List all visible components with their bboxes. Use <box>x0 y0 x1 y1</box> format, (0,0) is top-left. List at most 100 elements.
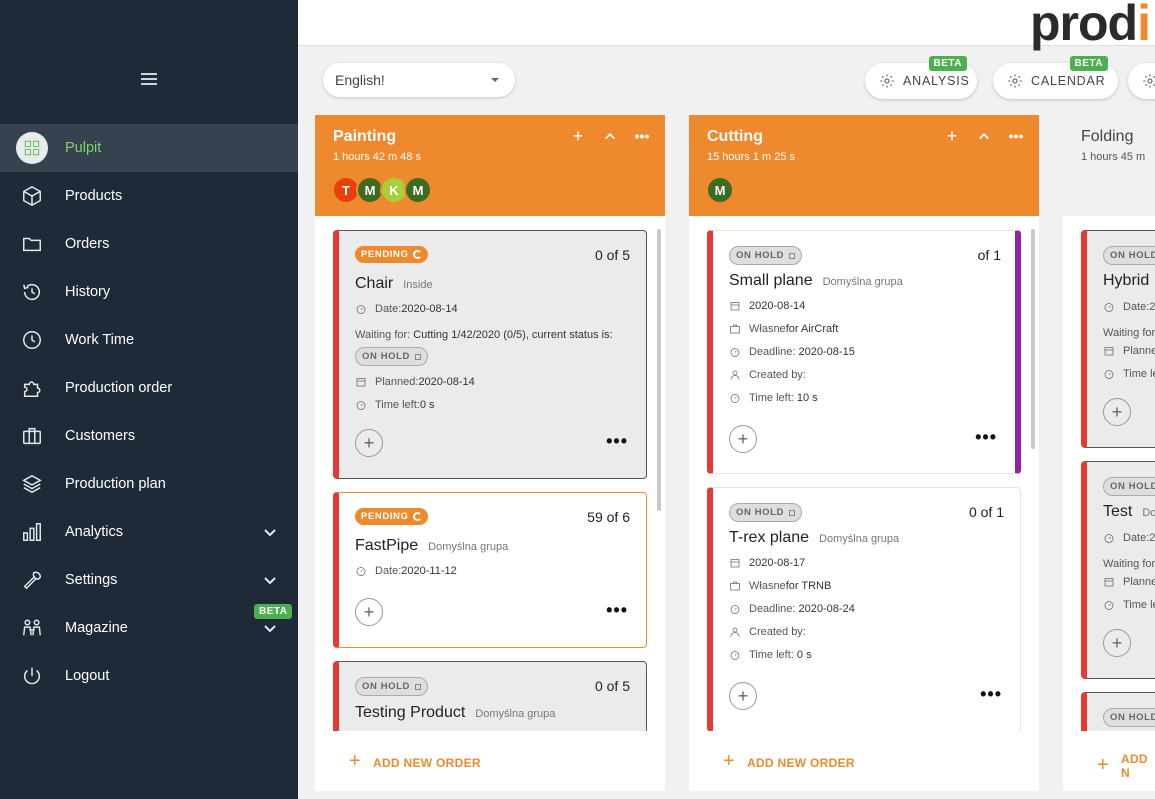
field-label: Time left: <box>749 392 794 404</box>
add-item-button[interactable]: + <box>355 598 383 626</box>
sidebar-item-pulpit[interactable]: Pulpit <box>0 124 298 172</box>
chevron-down-icon[interactable] <box>262 620 278 636</box>
column-folding: Folding 1 hours 45 m ON HOLD Hybrid Date… <box>1063 115 1155 791</box>
scrollbar[interactable] <box>1031 229 1035 449</box>
sidebar-item-label: Magazine <box>65 620 128 636</box>
timer-icon <box>356 305 366 314</box>
field-label: Date:2 <box>1123 532 1155 544</box>
field-label: Date:2 <box>1123 301 1155 313</box>
order-count: 0 of 1 <box>968 504 1004 520</box>
avatar[interactable]: M <box>706 176 734 204</box>
field-value: for AirCraft <box>785 323 839 335</box>
waiting-text: Waiting for <box>1103 558 1155 570</box>
sidebar-item-logout[interactable]: Logout <box>0 652 298 700</box>
sidebar-item-production-plan[interactable]: Production plan <box>0 460 298 508</box>
field-label: Time left: <box>749 649 794 661</box>
add-item-button[interactable]: + <box>1103 629 1131 657</box>
sidebar-item-label: Orders <box>65 236 110 252</box>
order-card[interactable]: ON HOLD <box>1081 692 1155 731</box>
more-horizontal-icon[interactable]: ••• <box>634 128 650 144</box>
briefcase-icon <box>730 581 740 591</box>
column-title: Cutting <box>707 128 763 145</box>
logo: prodi <box>1030 0 1151 51</box>
plus-icon[interactable]: + <box>946 125 958 146</box>
order-name: Testing Product <box>355 704 466 721</box>
add-new-order-button[interactable]: + ADD NEW ORDER <box>349 750 481 772</box>
column-body: ON HOLD of 1 Small plane Domyślna grupa 2… <box>689 216 1039 731</box>
language-select[interactable]: English! <box>323 63 515 97</box>
timer-icon <box>1104 370 1114 379</box>
settings-button[interactable] <box>1128 63 1155 99</box>
sidebar-item-settings[interactable]: Settings <box>0 556 298 604</box>
status-badge: PENDING <box>355 508 429 525</box>
hamburger-menu-icon[interactable] <box>141 73 157 89</box>
status-badge: ON HOLD <box>1103 477 1155 496</box>
status-badge: ON HOLD <box>1103 708 1155 727</box>
status-badge: PENDING <box>355 246 429 263</box>
add-item-button[interactable]: + <box>1103 398 1131 426</box>
add-item-button[interactable]: + <box>729 425 757 453</box>
column-time: 1 hours 42 m 48 s <box>333 151 422 163</box>
avatar[interactable]: M <box>404 176 432 204</box>
field-label: Planned: <box>375 376 419 388</box>
order-card[interactable]: ON HOLD of 1 Small plane Domyślna grupa 2… <box>707 230 1021 474</box>
column-cutting: Cutting 15 hours 1 m 25 s + ••• M ON HOL… <box>689 115 1039 791</box>
field-value: 0 s <box>419 399 435 411</box>
calendar-label: CALENDAR <box>1031 74 1106 88</box>
analysis-label: ANALYSIS <box>903 74 970 88</box>
chevron-down-icon[interactable] <box>262 524 278 540</box>
chevron-down-icon[interactable] <box>262 572 278 588</box>
sidebar-item-magazine[interactable]: Magazine <box>0 604 298 652</box>
more-options-icon[interactable]: ••• <box>980 684 1002 704</box>
column-body: PENDING 0 of 5 Chair Inside Date: 2020-08-… <box>315 216 665 731</box>
order-count: 0 of 5 <box>594 678 630 694</box>
calendar-icon <box>1104 347 1114 356</box>
column-header: Cutting 15 hours 1 m 25 s + ••• M <box>689 115 1039 216</box>
sidebar-item-production-order[interactable]: Production order <box>0 364 298 412</box>
more-options-icon[interactable]: ••• <box>606 600 628 620</box>
order-card[interactable]: ON HOLD Hybrid Date:2 Waiting for Planne… <box>1081 230 1155 448</box>
order-card[interactable]: ON HOLD 0 of 1 T-rex plane Domyślna grupa… <box>707 487 1021 731</box>
add-item-button[interactable]: + <box>355 429 383 457</box>
field-value: 2020-08-17 <box>749 557 806 569</box>
order-card[interactable]: PENDING 59 of 6 FastPipe Domyślna grupa D… <box>333 492 647 648</box>
field-label: Time left: <box>375 399 420 411</box>
sidebar-item-label: Work Time <box>65 332 135 348</box>
sidebar-item-work-time[interactable]: Work Time <box>0 316 298 364</box>
briefcase-icon <box>20 424 44 448</box>
spinner-icon <box>413 512 423 521</box>
status-badge: ON HOLD <box>355 677 429 696</box>
layers-icon <box>20 472 44 496</box>
calendar-icon <box>730 559 740 568</box>
order-card[interactable]: ON HOLD Test Do Date:2 Waiting for Planne… <box>1081 461 1155 679</box>
order-card[interactable]: PENDING 0 of 5 Chair Inside Date: 2020-08-… <box>333 230 647 479</box>
sidebar-item-customers[interactable]: Customers <box>0 412 298 460</box>
sidebar-item-products[interactable]: Products <box>0 172 298 220</box>
sidebar-item-analytics[interactable]: Analytics <box>0 508 298 556</box>
clock-icon <box>20 328 44 352</box>
scrollbar[interactable] <box>657 229 661 511</box>
calendar-button[interactable]: CALENDAR BETA <box>993 56 1118 99</box>
field-value: 2020-08-15 <box>798 346 855 358</box>
order-name: FastPipe <box>355 537 419 554</box>
order-name: T-rex plane <box>729 529 810 546</box>
more-options-icon[interactable]: ••• <box>975 427 997 447</box>
chevron-up-icon[interactable] <box>601 127 619 145</box>
sidebar-item-label: Products <box>65 188 123 204</box>
add-new-order-button[interactable]: + ADD N <box>1097 752 1148 780</box>
add-new-order-button[interactable]: + ADD NEW ORDER <box>723 750 855 772</box>
avatar[interactable]: M <box>356 176 384 204</box>
plus-icon[interactable]: + <box>572 125 584 146</box>
more-horizontal-icon[interactable]: ••• <box>1008 128 1024 144</box>
field-label: Planne <box>1123 576 1155 588</box>
sidebar-item-history[interactable]: History <box>0 268 298 316</box>
more-options-icon[interactable]: ••• <box>606 431 628 451</box>
order-card[interactable]: ON HOLD 0 of 5 Testing Product Domyślna g… <box>333 661 647 731</box>
sidebar-item-orders[interactable]: Orders <box>0 220 298 268</box>
analysis-button[interactable]: ANALYSIS BETA <box>865 56 977 99</box>
chevron-up-icon[interactable] <box>975 127 993 145</box>
sidebar-item-label: Production plan <box>65 476 166 492</box>
field-label: Date: <box>375 565 402 577</box>
avatar[interactable]: K <box>380 176 408 204</box>
add-item-button[interactable]: + <box>729 682 757 710</box>
